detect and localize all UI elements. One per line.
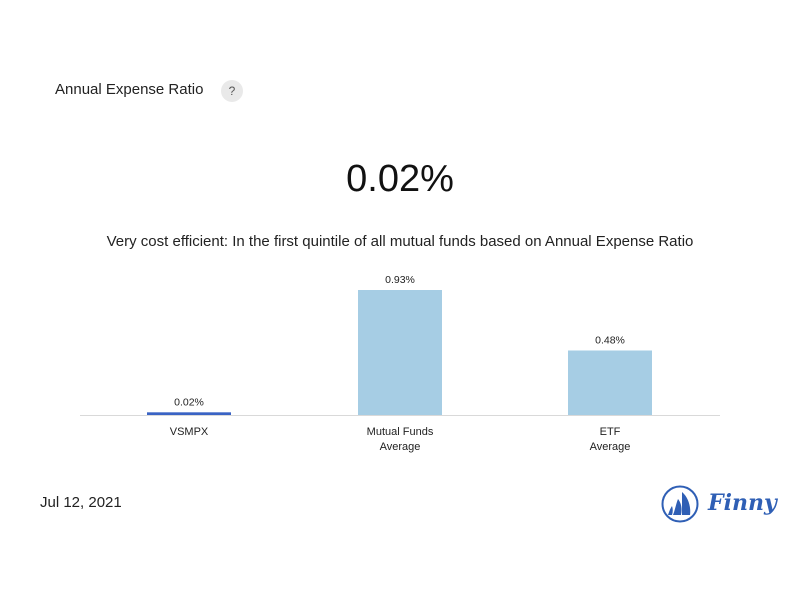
bar-value-label: 0.93% bbox=[385, 274, 415, 286]
x-tick-label: Average bbox=[380, 441, 421, 453]
expense-ratio-value: 0.02% bbox=[346, 158, 454, 200]
bars-group: 0.02% VSMPX 0.93% Mutual Funds Average 0.48% E… bbox=[147, 274, 652, 453]
x-tick-label: Mutual Funds bbox=[367, 426, 434, 438]
expense-ratio-bar-chart: 0.02% VSMPX 0.93% Mutual Funds Average 0.48% E… bbox=[80, 274, 720, 453]
bar-etf-average[interactable] bbox=[568, 350, 652, 415]
chart-title: Annual Expense Ratio bbox=[55, 81, 204, 98]
data-date: Jul 12, 2021 bbox=[40, 494, 122, 511]
bar-vsmpx[interactable] bbox=[147, 412, 231, 415]
x-tick-label: Average bbox=[590, 441, 631, 453]
x-tick-label: VSMPX bbox=[170, 426, 209, 438]
logo-text: Finny bbox=[708, 490, 777, 516]
help-icon[interactable]: ? bbox=[221, 80, 243, 102]
bar-mutual-funds-average[interactable] bbox=[358, 290, 442, 415]
bar-value-label: 0.48% bbox=[595, 334, 625, 346]
x-tick-label: ETF bbox=[600, 426, 621, 438]
expense-ratio-description: Very cost efficient: In the first quinti… bbox=[106, 233, 694, 250]
bar-value-label: 0.02% bbox=[174, 396, 204, 408]
sailboat-icon bbox=[661, 485, 699, 523]
finny-logo[interactable]: Finny bbox=[660, 484, 777, 524]
